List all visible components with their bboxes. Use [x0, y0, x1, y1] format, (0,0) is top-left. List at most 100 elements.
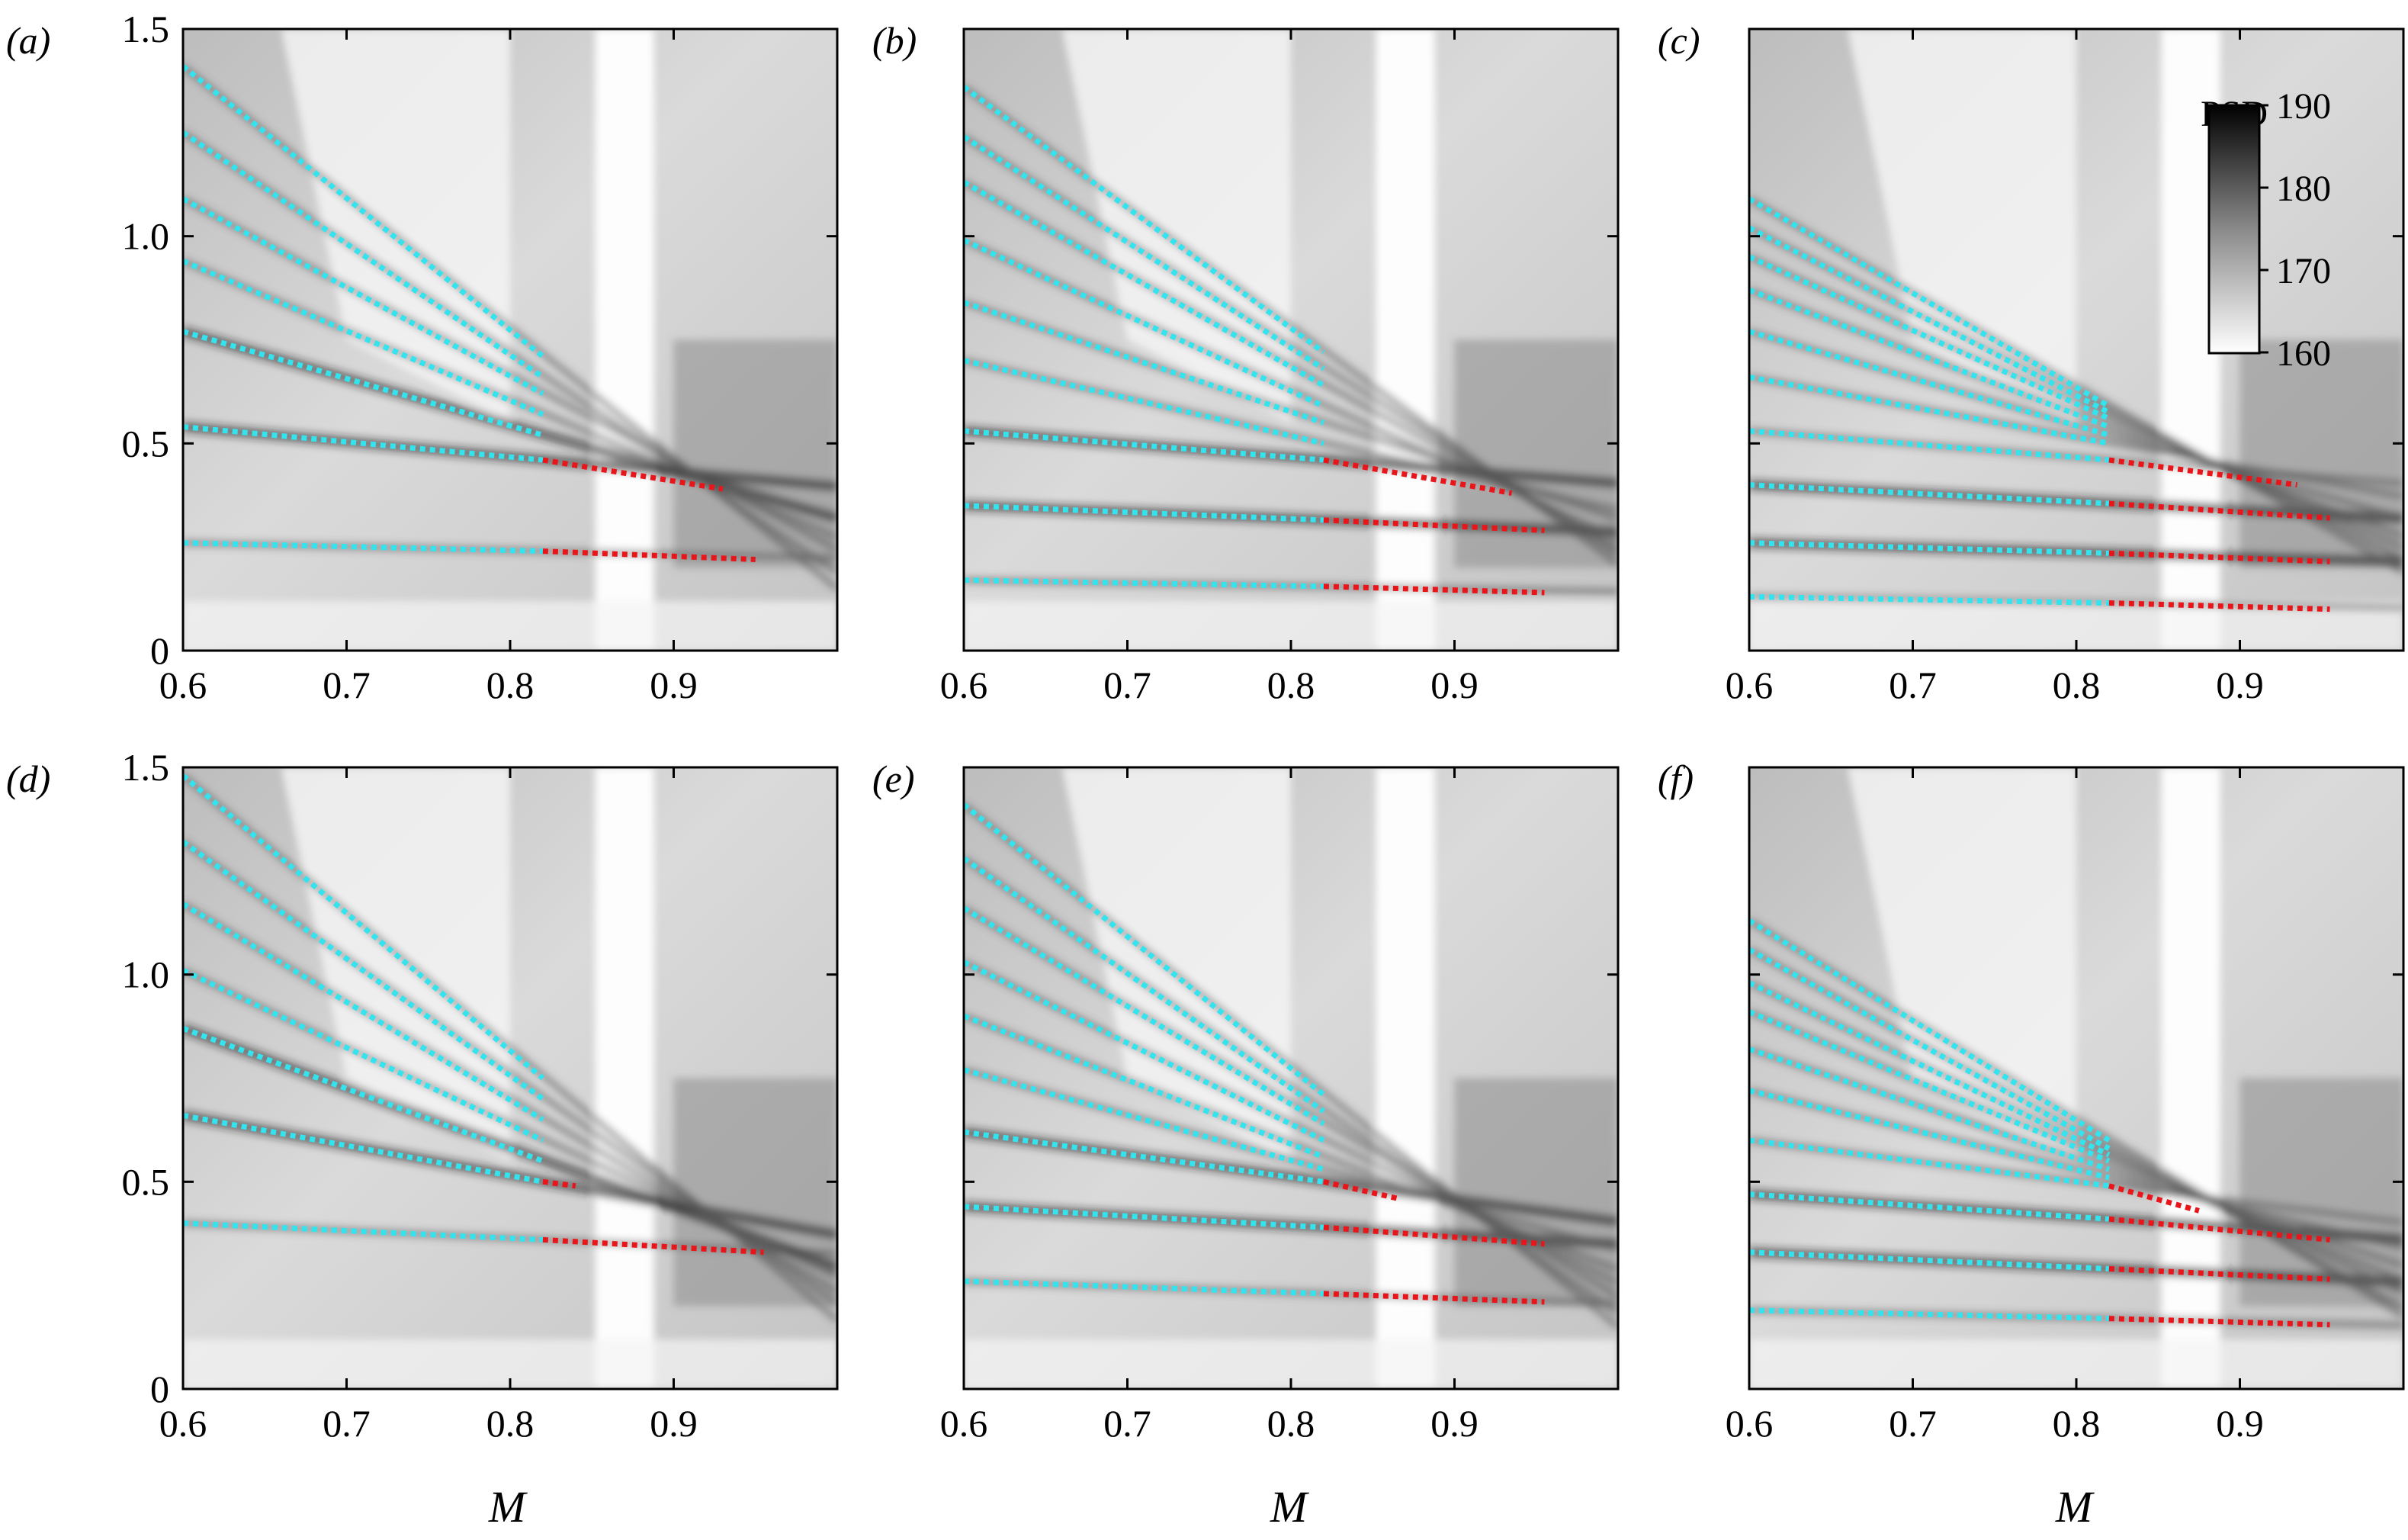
red-mode-line [1323, 1291, 1545, 1305]
heatmap-ridge [964, 84, 1618, 567]
cyan-mode-line [183, 1026, 544, 1164]
cyan-mode-line [964, 1013, 1325, 1159]
x-tick-label: 0.9 [2216, 664, 2264, 706]
red-mode-line [2108, 457, 2298, 488]
x-tick-label: 0.9 [2216, 1402, 2264, 1445]
cyan-mode-line [1749, 225, 2111, 415]
cyan-mode-line [964, 503, 1324, 523]
x-tick-label: 0.8 [1267, 1402, 1315, 1445]
cyan-mode-line [964, 802, 1326, 1097]
cyan-mode-line [964, 358, 1324, 446]
cyan-mode-line [964, 1067, 1324, 1172]
cyan-mode-line [1749, 329, 2110, 438]
y-tick-label: 1.5 [122, 8, 170, 50]
cyan-mode-line [183, 902, 544, 1122]
heatmap-light-band [2161, 767, 2220, 1389]
x-tick-label: 0.6 [159, 1402, 207, 1445]
cyan-mode-line [964, 237, 1325, 409]
x-tick-label: 0.9 [650, 664, 698, 706]
red-mode-line [1323, 584, 1545, 596]
x-tick-label: 0.6 [940, 664, 988, 706]
heatmap-b [964, 29, 1618, 651]
panel-label: (f) [1658, 757, 1694, 800]
x-tick-label: 0.9 [1430, 1402, 1479, 1445]
mode-lines-b [964, 85, 1545, 596]
heatmap-light-region [1061, 29, 1291, 423]
y-tick-label: 0 [150, 629, 169, 672]
cyan-mode-line [183, 839, 544, 1101]
heatmap-dark-zone [673, 1078, 837, 1307]
panel-label: (a) [6, 19, 50, 62]
panel-label: (b) [872, 19, 917, 62]
x-axis-label-f: M [2055, 1482, 2095, 1532]
cyan-mode-line [183, 64, 545, 358]
y-tick-label: 0 [150, 1368, 169, 1410]
cyan-mode-line [964, 134, 1325, 371]
cyan-mode-line [183, 1220, 544, 1243]
panel-a: 0.6 0.7 0.8 0.9 0 0.5 1.0 1.5 (a) [6, 8, 839, 706]
heatmap-a [183, 29, 837, 651]
cyan-mode-line [1749, 918, 2111, 1143]
cyan-mode-line [183, 540, 543, 555]
mode-lines-a [183, 64, 756, 562]
cyan-mode-line [964, 1278, 1324, 1297]
heatmap-e [964, 767, 1618, 1389]
panel-b: 0.6 0.7 0.8 0.9 (b) [872, 19, 1620, 706]
colorbar-tick-180: 180 [2276, 169, 2331, 209]
cyan-mode-line [1749, 482, 2110, 506]
red-mode-line [542, 1236, 764, 1255]
red-mode-line [1323, 1178, 1398, 1201]
mode-lines-c [1749, 196, 2330, 612]
y-tick-label: 0.5 [122, 422, 170, 465]
cyan-mode-line [1749, 428, 2110, 463]
x-tick-label: 0.8 [1267, 664, 1315, 706]
cyan-mode-line [1749, 1046, 2111, 1172]
cyan-mode-line [1749, 1307, 2109, 1322]
mode-lines-f [1749, 918, 2330, 1328]
x-axis-label-e: M [1270, 1482, 1309, 1532]
x-tick-label: 0.6 [1726, 1402, 1774, 1445]
red-mode-line [2108, 600, 2330, 612]
cyan-mode-line [183, 968, 544, 1143]
x-tick-label: 0.6 [940, 1402, 988, 1445]
cyan-mode-line [1749, 288, 2111, 429]
x-tick-label: 0.6 [1726, 664, 1774, 706]
colorbar: PSD 190 180 170 160 [2201, 86, 2331, 374]
cyan-mode-line [183, 1112, 544, 1185]
cyan-mode-line [1749, 1137, 2110, 1189]
heatmap-light-region [1061, 767, 1291, 1162]
colorbar-tick-160: 160 [2276, 333, 2331, 374]
cyan-mode-line [183, 130, 544, 380]
mode-lines-e [964, 802, 1545, 1305]
x-axis-label-d: M [488, 1482, 528, 1532]
cyan-mode-line [183, 329, 544, 438]
red-mode-line [1323, 517, 1545, 533]
panel-label: (c) [1658, 19, 1700, 62]
cyan-mode-line [183, 424, 544, 463]
heatmap-light-region [1847, 29, 2076, 423]
mode-lines-d [183, 773, 764, 1255]
heatmap-light-band [595, 767, 654, 1389]
cyan-mode-line [1749, 1249, 2110, 1272]
y-tick-label: 1.0 [122, 953, 170, 996]
x-tick-label: 0.8 [2053, 664, 2101, 706]
x-tick-label: 0.7 [1103, 1402, 1151, 1445]
red-mode-line [2108, 1316, 2330, 1328]
red-mode-line [1323, 457, 1513, 496]
red-mode-line [2108, 550, 2330, 564]
cyan-mode-line [964, 856, 1325, 1114]
x-tick-label: 0.7 [323, 664, 371, 706]
x-tick-label: 0.8 [486, 1402, 535, 1445]
x-tick-label: 0.7 [1103, 664, 1151, 706]
panel-e: 0.6 0.7 0.8 0.9 (e) [872, 757, 1620, 1445]
heatmap-f [1749, 767, 2403, 1389]
y-tick-label: 1.5 [122, 746, 170, 789]
panel-f: 0.6 0.7 0.8 0.9 (f) [1658, 757, 2405, 1445]
heatmap-light-region [1847, 767, 2076, 1162]
colorbar-tick-170: 170 [2276, 251, 2331, 291]
x-tick-label: 0.7 [1889, 664, 1937, 706]
x-tick-label: 0.7 [1889, 1402, 1937, 1445]
cyan-mode-line [183, 773, 545, 1081]
cyan-mode-line [1749, 254, 2111, 421]
